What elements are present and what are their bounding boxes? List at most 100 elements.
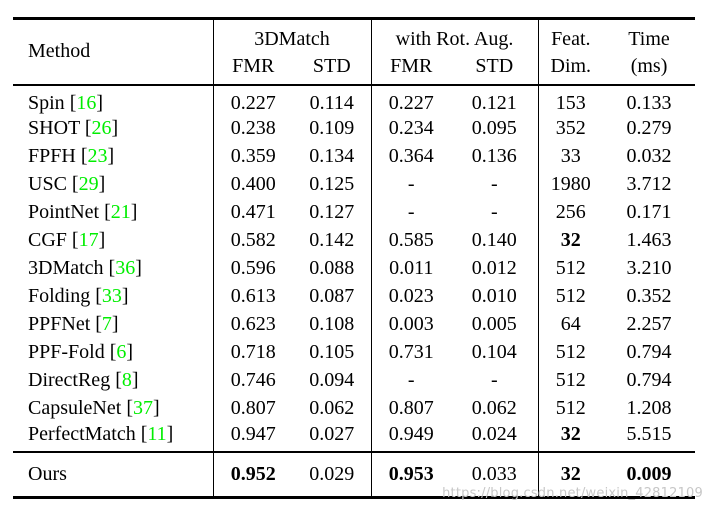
header-row-groups: Method 3DMatch with Rot. Aug. Feat. Time xyxy=(13,18,695,86)
bracket-close: ] xyxy=(98,229,106,251)
std-rotaug-cell: 0.012 xyxy=(471,257,517,279)
bracket-close: ] xyxy=(107,145,115,167)
feat-dim-cell: 1980 xyxy=(537,170,604,199)
std-rotaug-cell: 0.140 xyxy=(471,229,517,251)
citation-number: 6 xyxy=(116,341,127,363)
fmr-3dmatch-cell: 0.613 xyxy=(212,282,293,311)
method-name: DirectReg xyxy=(28,369,111,391)
std-rotaug-cell: - xyxy=(490,173,498,195)
citation-number: 11 xyxy=(147,422,167,445)
table-row-folding: Folding [33] 0.613 0.087 0.023 0.010 512… xyxy=(13,282,695,311)
std-rotaug-cell: 0.033 xyxy=(451,450,539,498)
bracket-open: [ xyxy=(104,201,111,223)
time-cell: 0.171 xyxy=(626,201,672,223)
col-header-fmr-rotaug: FMR xyxy=(370,51,452,86)
method-cell: FPFH [23] xyxy=(13,143,213,171)
std-3dmatch-cell: 0.109 xyxy=(309,117,355,139)
table-row-shot: SHOT [26] 0.238 0.109 0.234 0.095 352 0.… xyxy=(13,114,695,143)
bracket-open: [ xyxy=(71,229,79,251)
table-row-fpfh: FPFH [23] 0.359 0.134 0.364 0.136 33 0.0… xyxy=(13,142,695,171)
bracket-close: ] xyxy=(96,91,104,114)
method-name: PointNet xyxy=(28,201,100,223)
feat-dim-cell: 33 xyxy=(537,142,604,171)
method-name: PPFNet xyxy=(28,313,91,335)
table-row-ppfnet: PPFNet [7] 0.623 0.108 0.003 0.005 64 2.… xyxy=(13,310,695,339)
feat-dim-cell: 32 xyxy=(537,450,604,498)
fmr-3dmatch-cell: 0.952 xyxy=(212,450,293,498)
citation-number: 16 xyxy=(76,91,97,114)
bracket-close: ] xyxy=(121,285,129,307)
std-rotaug-cell: 0.104 xyxy=(471,341,517,363)
std-rotaug-cell: 0.024 xyxy=(471,422,517,445)
citation: [29] xyxy=(72,173,105,195)
feat-dim-cell: 512 xyxy=(537,254,604,283)
col-header-ms: (ms) xyxy=(603,51,696,86)
fmr-rotaug-cell: - xyxy=(370,366,452,395)
bracket-close: ] xyxy=(131,369,139,391)
time-cell: 0.794 xyxy=(626,341,672,363)
std-rotaug-cell: - xyxy=(490,369,498,391)
bracket-close: ] xyxy=(152,397,160,419)
table-row-cgf: CGF [17] 0.582 0.142 0.585 0.140 32 1.46… xyxy=(13,226,695,255)
time-cell: 1.208 xyxy=(626,397,672,419)
method-name: Folding xyxy=(28,285,91,307)
citation: [7] xyxy=(95,313,118,335)
fmr-rotaug-cell: - xyxy=(370,198,452,227)
col-header-std-rotaug: STD xyxy=(451,51,539,86)
time-cell: 0.032 xyxy=(626,145,672,167)
citation-number: 36 xyxy=(115,257,136,279)
fmr-rotaug-cell: 0.953 xyxy=(370,450,452,498)
table-row-ours: Ours 0.952 0.029 0.953 0.033 32 0.009 xyxy=(13,450,696,498)
citation-number: 26 xyxy=(91,117,112,139)
col-header-feat: Feat. xyxy=(537,18,604,52)
bracket-open: [ xyxy=(109,341,117,363)
bracket-open: [ xyxy=(95,313,102,335)
fmr-rotaug-cell: 0.003 xyxy=(370,310,452,339)
fmr-3dmatch-cell: 0.471 xyxy=(212,198,293,227)
feat-dim-cell: 512 xyxy=(537,366,604,395)
fmr-3dmatch-cell: 0.623 xyxy=(212,310,293,339)
feat-dim-cell: 352 xyxy=(537,114,604,143)
method-cell: CapsuleNet [37] xyxy=(13,395,213,423)
std-3dmatch-cell: 0.062 xyxy=(309,397,355,419)
col-header-std-3dmatch: STD xyxy=(293,51,372,86)
table-row-3dmatch: 3DMatch [36] 0.596 0.088 0.011 0.012 512… xyxy=(13,254,695,283)
citation: [36] xyxy=(109,257,142,279)
citation-number: 33 xyxy=(101,285,122,307)
feat-dim-cell: 153 xyxy=(537,84,604,115)
bracket-close: ] xyxy=(130,201,138,223)
bracket-close: ] xyxy=(135,257,142,279)
table-row-usc: USC [29] 0.400 0.125 - - 1980 3.712 xyxy=(13,170,695,199)
feat-dim-cell: 256 xyxy=(537,198,604,227)
std-3dmatch-cell: 0.127 xyxy=(309,201,355,223)
citation: [6] xyxy=(110,341,133,363)
method-name: PPF-Fold xyxy=(28,341,105,363)
method-name: SHOT xyxy=(28,117,80,139)
fmr-rotaug-cell: 0.807 xyxy=(370,394,452,423)
method-cell: Folding [33] xyxy=(13,283,213,311)
bracket-close: ] xyxy=(111,117,119,139)
std-3dmatch-cell: 0.108 xyxy=(309,313,355,335)
std-rotaug-cell: 0.010 xyxy=(471,285,517,307)
table-row-spin: Spin [16] 0.227 0.114 0.227 0.121 153 0.… xyxy=(13,84,695,115)
citation: [8] xyxy=(115,369,138,391)
time-cell: 0.133 xyxy=(626,91,672,114)
time-cell: 2.257 xyxy=(626,313,672,335)
fmr-3dmatch-cell: 0.947 xyxy=(212,422,293,452)
col-group-3dmatch: 3DMatch xyxy=(212,18,372,52)
citation-number: 8 xyxy=(121,369,132,391)
bracket-close: ] xyxy=(166,422,174,445)
citation-number: 23 xyxy=(87,145,108,167)
time-cell: 1.463 xyxy=(626,229,672,251)
fmr-3dmatch-cell: 0.746 xyxy=(212,366,293,395)
fmr-3dmatch-cell: 0.582 xyxy=(212,226,293,255)
method-name: USC xyxy=(28,173,67,195)
bracket-open: [ xyxy=(108,257,116,279)
fmr-rotaug-cell: 0.949 xyxy=(370,422,452,452)
std-3dmatch-cell: 0.142 xyxy=(309,229,355,251)
citation-number: 17 xyxy=(78,229,99,251)
method-name: PerfectMatch xyxy=(28,422,136,445)
time-cell: 5.515 xyxy=(626,422,672,445)
std-rotaug-cell: 0.005 xyxy=(471,313,517,335)
